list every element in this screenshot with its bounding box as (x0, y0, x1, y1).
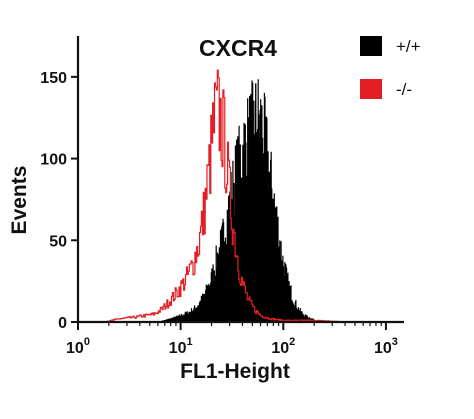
x-tick-label: 100 (66, 336, 90, 357)
legend: +/+ -/- (360, 36, 421, 99)
histogram-series-2 (104, 69, 348, 323)
y-tick-label: 100 (40, 152, 67, 169)
y-tick-label: 0 (58, 315, 67, 332)
x-axis-title: FL1-Height (180, 360, 290, 383)
x-tick-label: 102 (271, 336, 295, 357)
legend-label: -/- (396, 80, 412, 99)
x-tick-label: 101 (169, 336, 193, 357)
chart-title: CXCR4 (199, 35, 277, 61)
x-tick-label: 103 (374, 336, 398, 357)
plot-area (104, 69, 348, 323)
y-tick-label: 50 (49, 233, 67, 250)
legend-swatch (360, 79, 382, 99)
y-axis-title: Events (8, 166, 31, 235)
x-axis-ticks: 100 101 102 103 (66, 322, 398, 357)
histogram-series-1 (157, 79, 319, 323)
y-tick-label: 150 (40, 70, 67, 87)
y-axis-ticks: 0 50 100 150 (40, 70, 78, 332)
legend-swatch (360, 36, 382, 56)
legend-label: +/+ (396, 37, 421, 56)
